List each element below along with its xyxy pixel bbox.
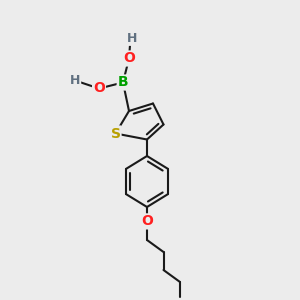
Text: S: S — [110, 127, 121, 140]
Text: O: O — [123, 52, 135, 65]
Text: H: H — [70, 74, 80, 88]
Text: B: B — [118, 76, 128, 89]
Text: H: H — [127, 32, 137, 45]
Text: O: O — [93, 82, 105, 95]
Text: O: O — [141, 214, 153, 228]
